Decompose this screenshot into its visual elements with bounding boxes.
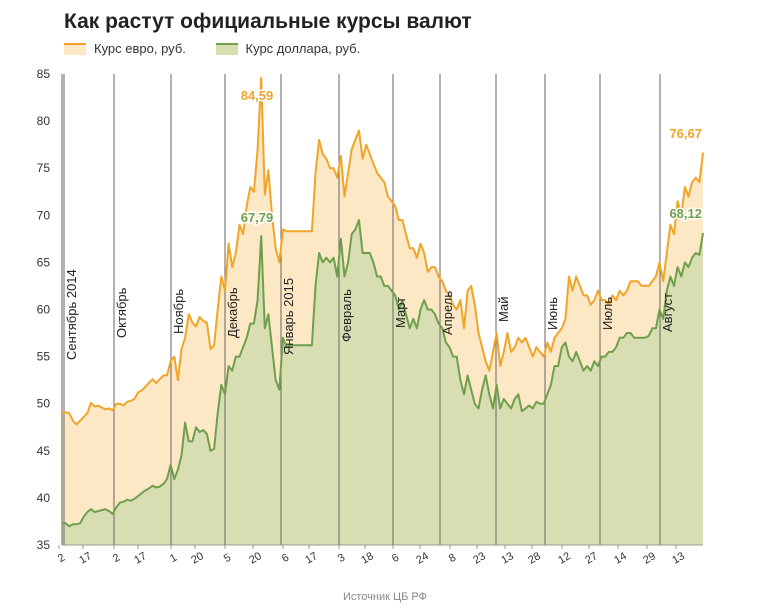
legend-item-usd: Курс доллара, руб. [215,41,361,56]
y-tick-label: 60 [37,303,51,317]
x-tick-label: 20 [189,550,206,567]
legend-item-euro: Курс евро, руб. [64,41,186,56]
x-tick-label: 6 [390,552,401,565]
month-label: Март [393,297,408,328]
usd-line [62,219,704,528]
month-label: Ноябрь [171,289,186,334]
legend: Курс евро, руб. Курс доллара, руб. [64,41,386,58]
x-tick-label: 14 [612,550,629,567]
y-tick-label: 50 [37,397,51,411]
legend-swatch-euro [64,42,86,55]
source-note: Источник ЦБ РФ [342,591,427,603]
y-tick-label: 80 [37,114,51,128]
usd-area [62,220,703,545]
x-tick-label: 13 [670,550,687,567]
value-annotation: 76,67 [669,126,702,141]
legend-label-euro: Курс евро, руб. [94,41,186,56]
x-tick-label: 8 [447,552,458,565]
month-label: Май [496,297,511,322]
y-tick-label: 75 [37,161,51,175]
x-tick-label: 1 [168,552,179,565]
x-tick-label: 23 [471,550,488,567]
x-tick-label: 27 [583,550,600,567]
y-tick-label: 85 [37,67,51,81]
month-label: Апрель [440,291,455,335]
chart-title: Как растут официальные курсы валют [64,10,472,33]
month-label: Июнь [545,297,560,330]
month-label: Сентябрь 2014 [64,269,79,360]
x-tick-label: 6 [280,552,291,565]
value-annotation: 68,12 [669,206,702,221]
legend-label-usd: Курс доллара, руб. [245,41,361,56]
legend-swatch-usd [215,42,238,55]
month-label: Октябрь [114,287,129,338]
x-tick-label: 29 [641,550,658,567]
month-label: Июль [600,297,615,330]
x-tick-label: 17 [132,550,149,567]
euro-line [61,76,704,426]
month-label: Январь 2015 [281,278,296,355]
value-annotation: 84,59 [241,88,274,103]
x-tick-label: 18 [359,550,376,567]
y-tick-label: 40 [37,491,51,505]
x-tick-label: 13 [499,550,516,567]
x-tick-label: 17 [303,550,320,567]
y-tick-label: 35 [37,538,51,552]
x-tick-label: 2 [56,552,67,565]
month-label: Декабрь [225,287,240,338]
x-tick-label: 3 [336,552,347,565]
x-tick-label: 20 [247,550,264,567]
x-tick-label: 17 [77,550,94,567]
y-tick-label: 55 [37,350,51,364]
month-label: Август [660,293,675,332]
x-tick-label: 28 [526,550,543,567]
month-label: Февраль [339,289,354,342]
value-annotation: 67,79 [241,210,274,225]
x-tick-label: 24 [414,550,431,567]
x-tick-label: 12 [556,550,573,567]
y-tick-label: 45 [37,444,51,458]
x-tick-label: 2 [111,552,122,565]
x-tick-label: 5 [222,552,233,565]
y-tick-label: 65 [37,255,51,269]
y-tick-label: 70 [37,208,51,222]
